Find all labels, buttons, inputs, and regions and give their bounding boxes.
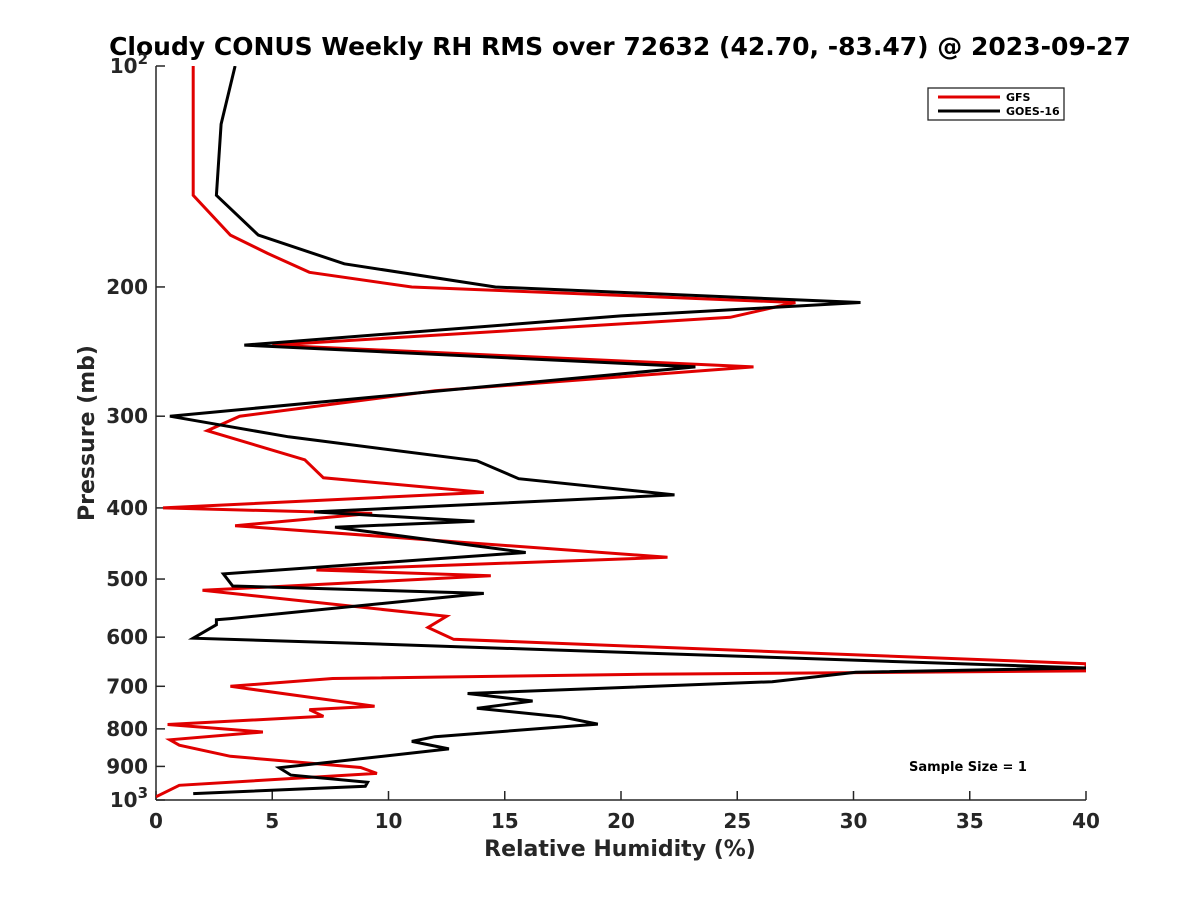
chart-title: Cloudy CONUS Weekly RH RMS over 72632 (4… bbox=[109, 32, 1131, 61]
x-tick-label: 0 bbox=[149, 809, 163, 833]
x-tick-label: 15 bbox=[491, 809, 519, 833]
y-tick-label: 600 bbox=[106, 625, 148, 649]
y-tick-label: 102 bbox=[110, 50, 148, 78]
sample-size-annotation: Sample Size = 1 bbox=[909, 760, 1027, 775]
legend-label: GOES-16 bbox=[1006, 105, 1060, 118]
x-tick-label: 10 bbox=[375, 809, 403, 833]
y-tick-label: 800 bbox=[106, 717, 148, 741]
legend-label: GFS bbox=[1006, 91, 1031, 104]
series-line-goes-16 bbox=[169, 66, 1086, 796]
y-tick-label: 300 bbox=[106, 404, 148, 428]
plot-area: 0 5 10 15 20 25 30 35 40 102 200 300 400 500 600 700 800… bbox=[106, 50, 1100, 833]
x-tick-label: 40 bbox=[1072, 809, 1100, 833]
x-tick-label: 35 bbox=[956, 809, 984, 833]
x-tick-label: 25 bbox=[723, 809, 751, 833]
y-tick-label: 400 bbox=[106, 496, 148, 520]
x-tick-label: 30 bbox=[840, 809, 868, 833]
y-tick-label: 700 bbox=[106, 674, 148, 698]
y-tick-label: 200 bbox=[106, 275, 148, 299]
y-tick-label: 900 bbox=[106, 754, 148, 778]
legend-box bbox=[927, 87, 1065, 121]
series-line-gfs bbox=[156, 66, 1086, 799]
x-tick-label: 20 bbox=[607, 809, 635, 833]
y-tick-label: 103 bbox=[110, 784, 148, 812]
x-tick-label: 5 bbox=[265, 809, 279, 833]
y-axis-label: Pressure (mb) bbox=[75, 345, 100, 521]
y-tick-label: 500 bbox=[106, 567, 148, 591]
x-axis-label: Relative Humidity (%) bbox=[484, 837, 756, 862]
